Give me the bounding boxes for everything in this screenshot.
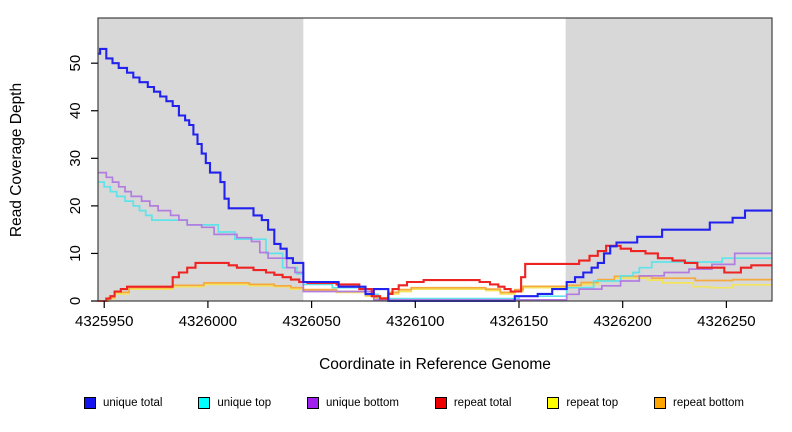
y-tick-label: 40 [67,102,84,119]
shaded-regions [98,18,772,301]
legend-item-unique-top: unique top [198,397,271,409]
x-tick-label: 4326050 [282,313,340,330]
axis-ticks [91,62,727,308]
x-axis-title: Coordinate in Reference Genome [319,356,551,373]
legend-label: unique bottom [326,397,399,409]
x-tick-label: 4326000 [179,313,237,330]
series-unique-bottom [98,171,772,301]
x-tick-label: 4326250 [697,313,755,330]
series-repeat-total [98,244,772,303]
legend-swatch-icon [654,397,667,409]
y-tick-label: 50 [67,55,84,72]
legend: unique total unique top unique bottom repea… [84,397,744,409]
legend-swatch-icon [547,397,560,409]
legend-swatch-icon [84,397,96,409]
y-tick-label: 10 [67,245,84,262]
series-unique-total [98,47,772,303]
legend-label: repeat top [566,397,619,409]
legend-item-repeat-bottom: repeat bottom [654,397,744,409]
legend-item-repeat-total: repeat total [434,397,512,409]
legend-swatch-icon [198,397,211,409]
series-lines [98,47,772,303]
x-tick-label: 4325950 [75,313,133,330]
legend-label: repeat total [453,397,512,409]
legend-item-unique-bottom: unique bottom [307,397,399,409]
legend-label: repeat bottom [673,397,744,409]
axis-tick-labels: 4325950 4326000 4326050 4326100 4326150 43262… [67,55,756,330]
legend-swatch-icon [307,397,320,409]
legend-label: unique total [103,397,163,409]
x-tick-label: 4326100 [386,313,444,330]
plot-box [97,17,773,302]
x-tick-label: 4326150 [490,313,548,330]
y-tick-label: 20 [67,198,84,215]
legend-item-repeat-top: repeat top [547,397,618,409]
legend-label: unique top [217,397,272,409]
plot-frame [97,17,773,302]
y-tick-label: 0 [67,297,84,305]
legend-swatch-icon [434,397,447,409]
y-axis-title: Read Coverage Depth [8,83,25,237]
y-tick-label: 30 [67,150,84,167]
legend-item-unique-total: unique total [84,397,162,409]
x-tick-label: 4326200 [593,313,651,330]
